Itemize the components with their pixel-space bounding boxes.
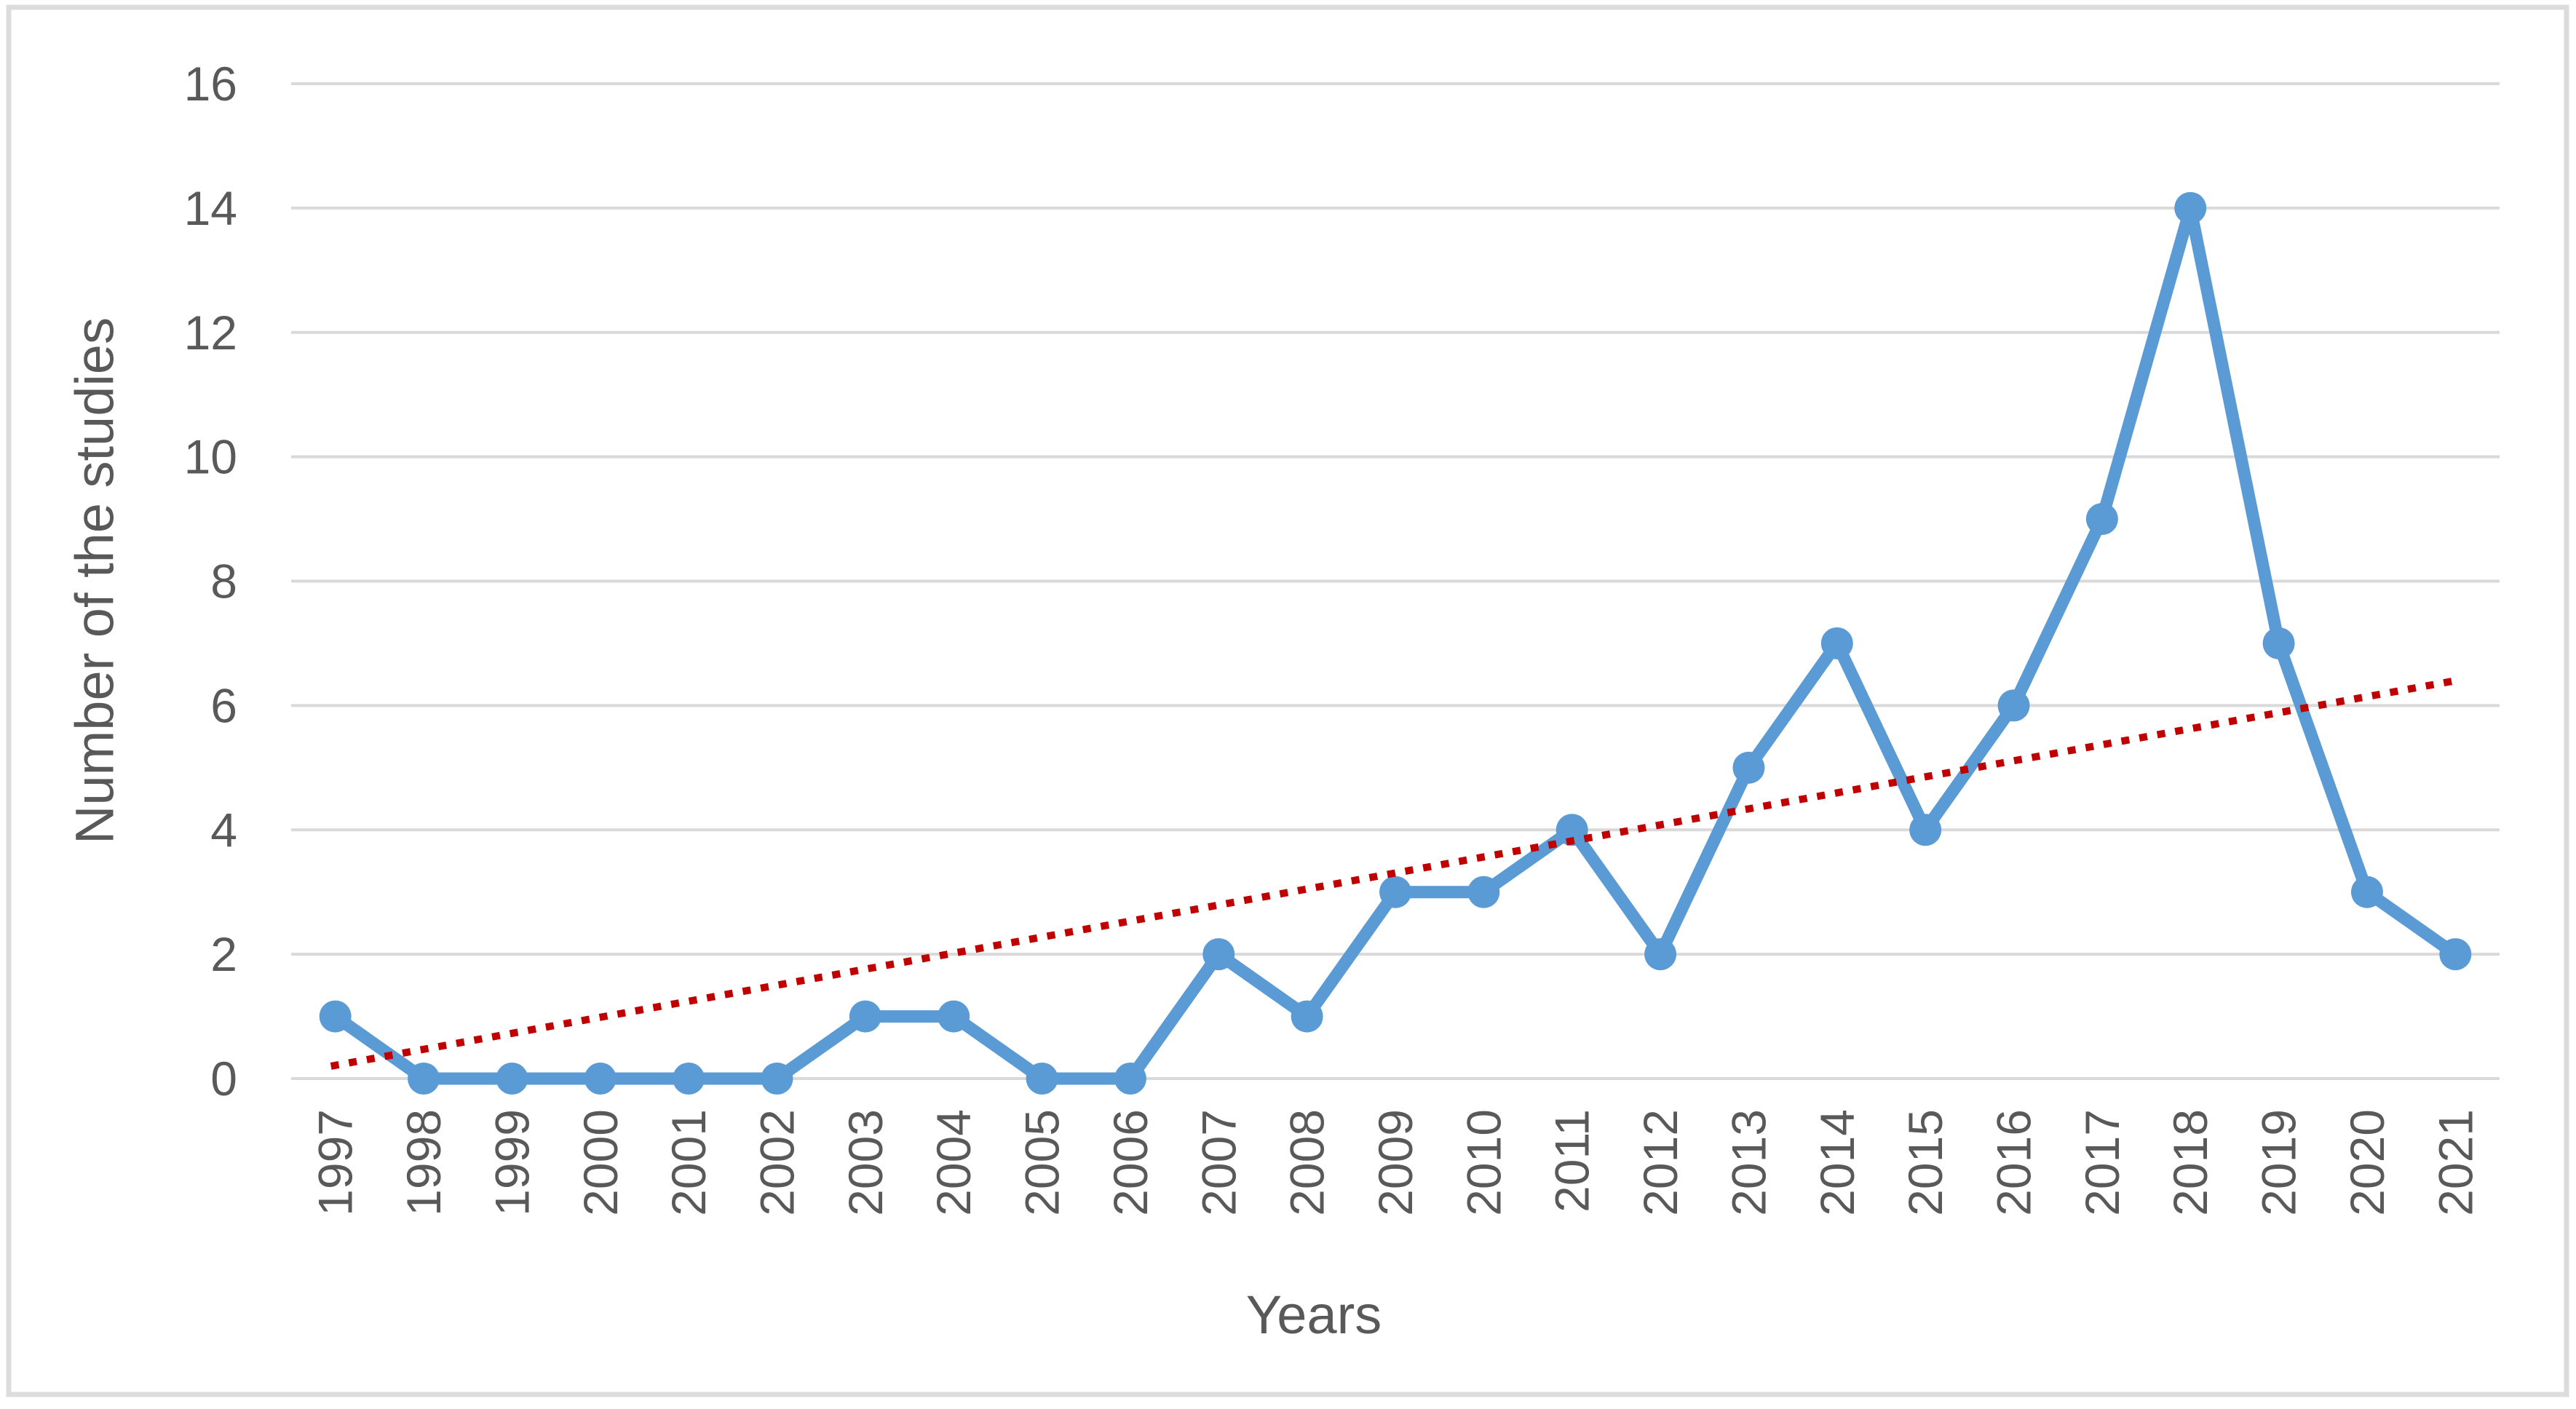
x-axis-tick-labels: 1997 1998 1999 2000 2001 2002 2003 2004 2005 2006…	[309, 1109, 2483, 1216]
data-point-marker	[673, 1063, 705, 1095]
data-point-marker	[1732, 751, 1765, 784]
data-point-marker	[1644, 938, 1677, 971]
y-tick-label: 10	[184, 430, 237, 484]
x-tick-label: 2008	[1280, 1109, 1334, 1216]
y-axis-title: Number of the studies	[65, 317, 125, 844]
y-tick-label: 12	[184, 306, 237, 360]
data-point-marker	[1820, 627, 1853, 659]
data-point-marker	[319, 1000, 352, 1033]
x-tick-label: 2018	[2163, 1109, 2217, 1216]
x-tick-label: 1997	[309, 1109, 362, 1216]
x-tick-label: 2013	[1721, 1109, 1775, 1216]
y-axis-tick-labels: 0 2 4 6 8 10 12 14 16	[184, 57, 237, 1106]
x-tick-label: 2001	[662, 1109, 716, 1216]
y-tick-label: 2	[210, 927, 237, 981]
data-point-marker	[2085, 503, 2118, 536]
x-tick-label: 2002	[750, 1109, 804, 1216]
y-tick-label: 6	[210, 678, 237, 732]
data-point-marker	[1291, 1000, 1323, 1033]
gridlines	[291, 82, 2500, 1080]
x-tick-label: 2016	[1987, 1109, 2041, 1216]
x-tick-label: 2009	[1368, 1109, 1422, 1216]
x-tick-label: 1999	[485, 1109, 539, 1216]
data-point-marker	[938, 1000, 970, 1033]
x-tick-label: 2010	[1457, 1109, 1510, 1216]
x-tick-label: 2005	[1015, 1109, 1069, 1216]
x-tick-label: 2011	[1545, 1109, 1599, 1212]
data-point-marker	[761, 1063, 793, 1095]
y-tick-label: 0	[210, 1052, 237, 1106]
trendline-layer	[330, 677, 2457, 1070]
x-tick-label: 2015	[1898, 1109, 1952, 1216]
data-point-marker	[2262, 627, 2295, 659]
data-point-marker	[1379, 876, 1411, 908]
x-axis-title: Years	[1246, 1285, 1382, 1345]
data-point-marker	[584, 1063, 617, 1095]
data-point-marker	[1026, 1063, 1058, 1095]
data-point-marker	[2350, 876, 2383, 908]
x-tick-label: 2012	[1633, 1109, 1687, 1216]
data-point-marker	[2439, 938, 2472, 971]
y-tick-label: 8	[210, 555, 237, 608]
data-point-marker	[1114, 1063, 1146, 1095]
x-tick-label: 2017	[2075, 1109, 2129, 1216]
x-tick-label: 2014	[1810, 1109, 1864, 1216]
data-point-marker	[408, 1063, 440, 1095]
data-point-marker	[1202, 938, 1235, 971]
x-tick-label: 2019	[2252, 1109, 2306, 1216]
chart-border	[6, 4, 2569, 1397]
x-tick-label: 2003	[839, 1109, 892, 1216]
y-tick-label: 4	[210, 803, 237, 857]
data-point-marker	[1909, 814, 1942, 846]
y-tick-label: 16	[184, 57, 237, 111]
trendline	[330, 677, 2457, 1070]
y-tick-label: 14	[184, 181, 237, 235]
data-point-marker	[496, 1063, 528, 1095]
data-point-marker	[1467, 876, 1500, 908]
data-series-layer	[319, 191, 2472, 1095]
x-tick-label: 2020	[2340, 1109, 2394, 1216]
data-point-marker	[2174, 191, 2207, 224]
x-tick-label: 2006	[1103, 1109, 1157, 1216]
series-line	[329, 202, 2462, 1085]
data-point-marker	[1997, 689, 2030, 722]
data-point-marker	[1555, 814, 1588, 846]
x-tick-label: 2007	[1192, 1109, 1245, 1216]
x-tick-label: 1998	[397, 1109, 451, 1216]
x-tick-label: 2021	[2428, 1109, 2482, 1216]
data-point-marker	[849, 1000, 881, 1033]
x-tick-label: 2000	[574, 1109, 627, 1216]
x-tick-label: 2004	[927, 1109, 980, 1216]
